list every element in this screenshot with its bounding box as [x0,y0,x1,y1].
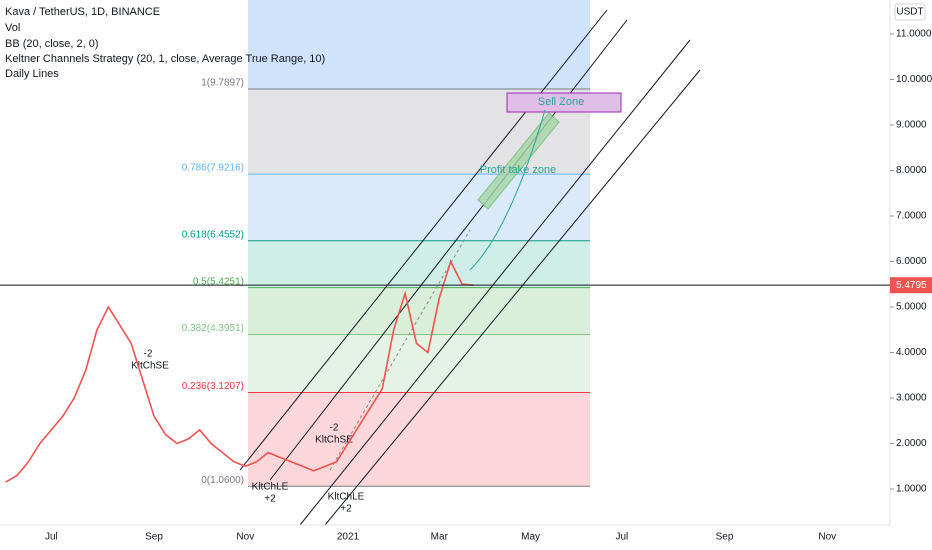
fib-band [248,392,590,487]
y-tick-label: 7.0000 [896,211,927,222]
annotation: KltChSE [131,361,169,372]
fib-label: 0(1.0600) [201,475,244,486]
legend: Kava / TetherUS, 1D, BINANCE Vol BB (20,… [5,6,325,80]
annotation: -2 [330,423,339,434]
indicator: BB (20, close, 2, 0) [5,38,99,50]
annotation: -2 [144,349,153,360]
fib-band [248,240,590,288]
x-tick-label: May [521,532,540,543]
y-tick-label: 10.0000 [896,74,932,85]
sell-zone-box [506,92,622,113]
annotation: +2 [264,494,276,505]
fib-band [248,334,590,393]
fib-label: 0.382(4.3951) [182,323,244,334]
currency-box [894,3,926,21]
range-zone [248,0,590,90]
y-tick-label: 9.0000 [896,120,927,131]
x-tick-label: Mar [431,532,449,543]
x-tick-label: 2021 [337,532,360,543]
indicator: Vol [5,22,20,34]
y-tick-label: 8.0000 [896,165,927,176]
y-tick-label: 6.0000 [896,256,927,267]
title: Kava / TetherUS, 1D, BINANCE [5,6,160,18]
drawings [239,9,701,526]
x-tick-label: Nov [236,532,254,543]
profit-zone-box [477,112,560,210]
fib-label: 0.236(3.1207) [182,381,244,392]
fib-label: 0.786(7.9216) [182,163,244,174]
channel-line [299,39,691,526]
projection [469,109,546,271]
y-tick-label: 11.0000 [896,29,932,40]
channel-line [239,9,608,471]
fib-retracement: 1(9.7897) 0.786(7.9216) 0.618(6.4552) 0.5(5… [182,78,590,487]
x-tick-label: Nov [818,532,836,543]
annotation: KltChSE [315,435,353,446]
annotation: +2 [340,504,352,515]
fib-band [248,174,590,241]
y-tick-label: 5.0000 [896,302,927,313]
currency: USDT [896,7,923,18]
x-tick-label: Jul [615,532,628,543]
annotation: KltChLE [328,492,365,503]
price-line [5,259,474,483]
fib-label: 0.5(5.4251) [193,276,244,287]
y-tick-label: 4.0000 [896,347,927,358]
annotation: Profit take zone [480,164,556,176]
channel-line [324,69,701,526]
annotation: KltChLE [252,482,289,493]
x-tick-label: Sep [145,532,163,543]
x-tick-label: Jul [45,532,58,543]
fib-label: 0.618(6.4552) [182,229,244,240]
fib-band [248,287,590,335]
y-tick-label: 3.0000 [896,393,927,404]
indicator: Keltner Channels Strategy (20, 1, close,… [5,53,325,65]
dashed-line [329,229,471,471]
y-tick-label: 2.0000 [896,438,927,449]
fib-label: 1(9.7897) [201,78,244,89]
last-price-label: 5.4795 [896,280,927,291]
last-price-tag [890,277,932,294]
indicator: Daily Lines [5,68,59,80]
y-tick-label: 1.0000 [896,484,927,495]
x-tick-label: Sep [716,532,734,543]
annotation: Sell Zone [538,96,584,108]
